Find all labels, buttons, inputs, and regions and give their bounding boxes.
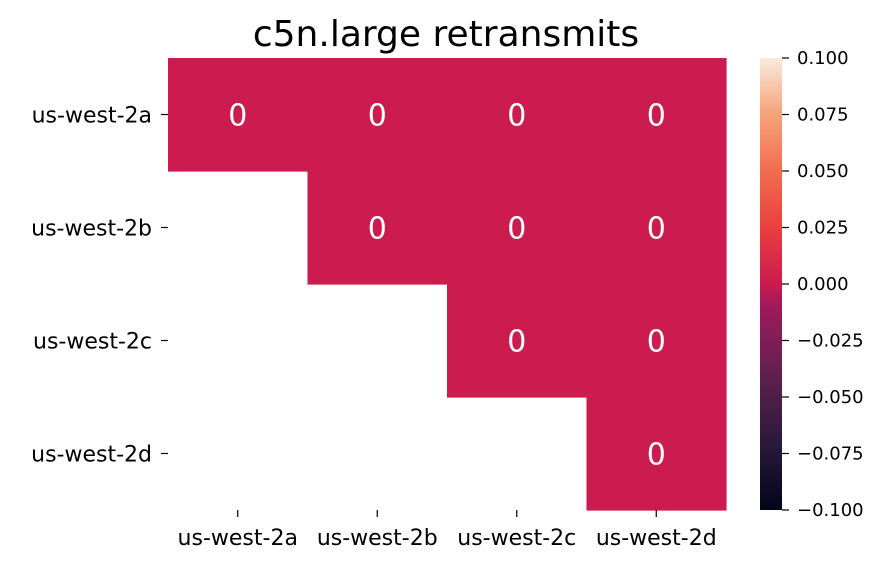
y-tick-label: us-west-2b	[31, 217, 152, 242]
colorbar-gradient	[760, 58, 782, 510]
heatmap-cell	[586, 171, 727, 285]
cell-value-label: 0	[647, 325, 666, 360]
heatmap-cell	[307, 171, 448, 285]
x-tick-label: us-west-2c	[457, 526, 576, 551]
x-axis: us-west-2a us-west-2b us-west-2c us-west-2d	[178, 510, 717, 551]
chart-title: c5n.large retransmits	[253, 14, 639, 55]
cell-value-label: 0	[368, 99, 387, 134]
cell-value-label: 0	[507, 325, 526, 360]
colorbar: 0.100 0.075 0.050 0.025 0.000 −0.025 −0.050 −0.…	[760, 48, 864, 521]
heatmap-cell	[586, 58, 727, 172]
cell-value-label: 0	[647, 99, 666, 134]
colorbar-tick-label: 0.075	[797, 105, 849, 126]
colorbar-tick-label: −0.025	[797, 331, 864, 352]
colorbar-tick-label: 0.100	[797, 48, 849, 69]
cell-value-label: 0	[647, 212, 666, 247]
cell-value-label: 0	[368, 212, 387, 247]
heatmap-cells: 0 0 0 0 0 0 0 0 0 0	[168, 58, 727, 511]
heatmap-cell	[307, 58, 448, 172]
cell-value-label: 0	[228, 99, 247, 134]
y-axis: us-west-2a us-west-2b us-west-2c us-west-2d	[31, 104, 168, 468]
heatmap-cell	[168, 58, 309, 172]
colorbar-tick-label: −0.050	[797, 387, 864, 408]
x-tick-label: us-west-2d	[596, 526, 717, 551]
colorbar-tick-label: 0.000	[797, 274, 849, 295]
cell-value-label: 0	[647, 438, 666, 473]
colorbar-tick-label: −0.075	[797, 444, 864, 465]
colorbar-tick-label: −0.100	[797, 500, 864, 521]
cell-value-label: 0	[507, 99, 526, 134]
colorbar-tick-label: 0.050	[797, 161, 849, 182]
x-tick-label: us-west-2b	[317, 526, 438, 551]
heatmap-cell	[586, 284, 727, 398]
heatmap-cell	[447, 58, 588, 172]
heatmap-cell	[586, 397, 727, 511]
heatmap-cell	[447, 284, 588, 398]
cell-value-label: 0	[507, 212, 526, 247]
heatmap-cell	[447, 171, 588, 285]
y-tick-label: us-west-2a	[32, 104, 152, 129]
x-tick-label: us-west-2a	[178, 526, 298, 551]
y-tick-label: us-west-2d	[31, 443, 152, 468]
y-tick-label: us-west-2c	[33, 330, 152, 355]
colorbar-tick-label: 0.025	[797, 218, 849, 239]
